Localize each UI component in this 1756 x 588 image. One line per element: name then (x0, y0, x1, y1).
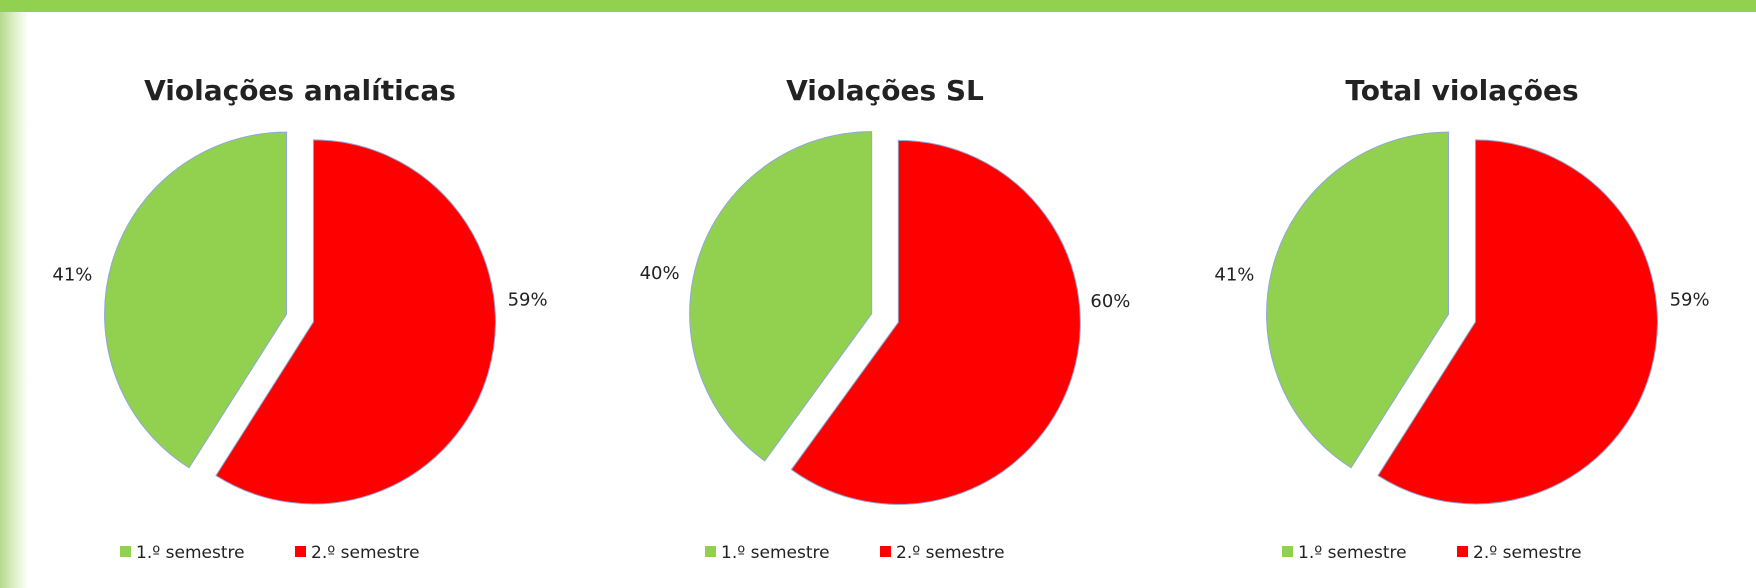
legend-label: 2.º semestre (1473, 543, 1582, 563)
legend-label: 1.º semestre (1298, 543, 1407, 563)
chart-title: Total violações (1345, 74, 1578, 107)
chart-title: Violações SL (786, 74, 984, 107)
top-bar (0, 0, 1756, 12)
data-label: 59% (1670, 290, 1710, 311)
legend-label: 2.º semestre (896, 543, 1005, 563)
legend-swatch (120, 546, 131, 557)
legend-label: 1.º semestre (136, 543, 245, 563)
pie-slice (1266, 131, 1450, 469)
data-label: 41% (52, 264, 92, 285)
pie-slice (1377, 139, 1658, 505)
pie-slice (104, 131, 288, 469)
legend-swatch (705, 546, 716, 557)
data-label: 59% (508, 290, 548, 311)
data-label: 41% (1214, 264, 1254, 285)
legend-swatch (295, 546, 306, 557)
pie-slice (215, 139, 496, 505)
legend-swatch (1457, 546, 1468, 557)
data-label: 40% (640, 263, 680, 284)
legend-label: 1.º semestre (721, 543, 830, 563)
pie-slice (790, 139, 1081, 505)
legend-swatch (880, 546, 891, 557)
pie-slice (689, 131, 873, 462)
data-label: 60% (1090, 291, 1130, 312)
chart-title: Violações analíticas (144, 74, 456, 107)
legend-label: 2.º semestre (311, 543, 420, 563)
legend-swatch (1282, 546, 1293, 557)
